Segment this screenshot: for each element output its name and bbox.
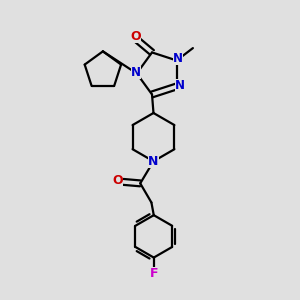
Text: N: N bbox=[131, 66, 141, 80]
Text: O: O bbox=[130, 30, 141, 43]
Text: N: N bbox=[172, 52, 183, 64]
Text: N: N bbox=[148, 155, 159, 168]
Text: F: F bbox=[149, 267, 158, 280]
Text: O: O bbox=[113, 174, 124, 187]
Text: N: N bbox=[175, 79, 185, 92]
